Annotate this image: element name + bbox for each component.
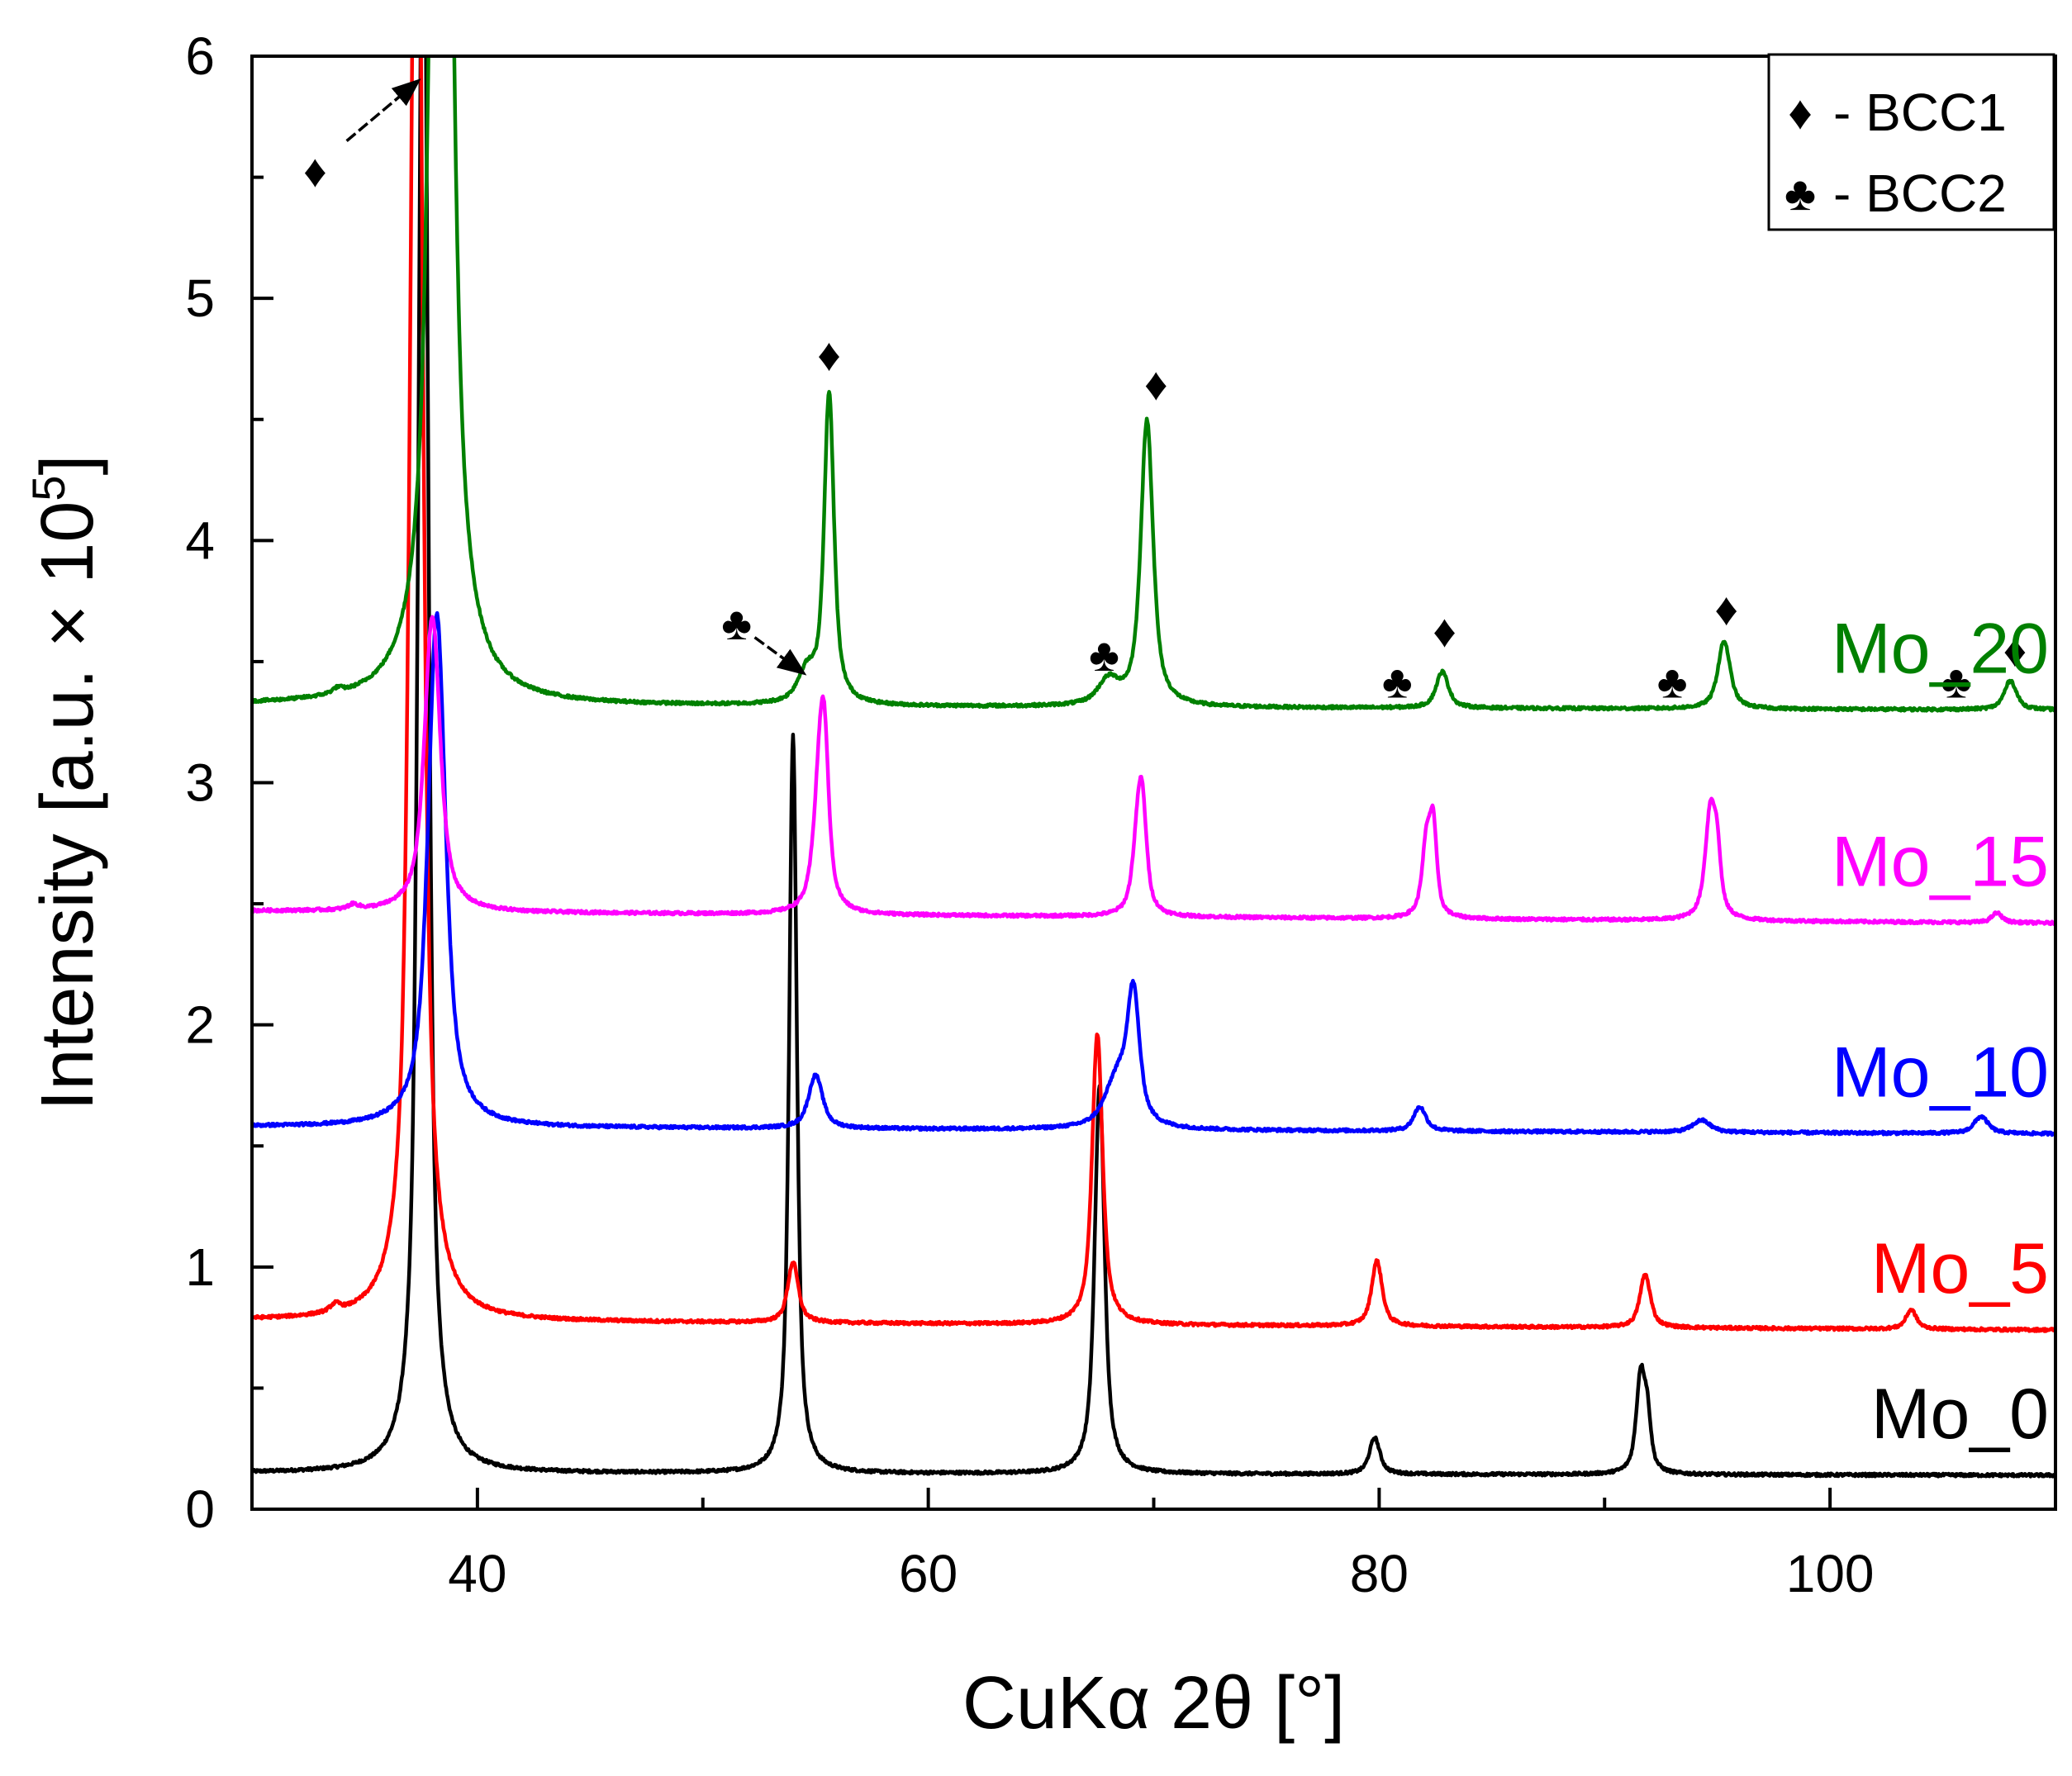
- y-axis-title-close: ]: [26, 454, 109, 475]
- series-label: Mo_15: [1832, 823, 2049, 902]
- legend: ♦ - BCC1 ♣ - BCC2: [1767, 53, 2055, 231]
- legend-symbol: ♦: [1788, 86, 1813, 140]
- y-axis: 0 1 2 3 4 5 6: [185, 26, 273, 1539]
- y-tick-label: 0: [185, 1479, 215, 1539]
- y-tick-label: 1: [185, 1237, 215, 1297]
- series-label: Mo_20: [1832, 610, 2049, 689]
- bcc1-marker: ♦: [1433, 605, 1457, 657]
- series-labels: Mo_0 Mo_5 Mo_10 Mo_15 Mo_20: [1832, 610, 2049, 1454]
- y-axis-title-superscript: 5: [22, 475, 74, 501]
- series-curves: [252, 56, 2055, 1479]
- legend-label: - BCC1: [1833, 83, 2007, 142]
- y-tick-label: 2: [185, 995, 215, 1055]
- bcc2-marker: ♣: [1382, 655, 1413, 707]
- annotation-arrow: [345, 78, 421, 142]
- x-axis: 40 60 80 100: [250, 1488, 2057, 1603]
- peak-annotations: ♦ ♣ ♦ ♣ ♦ ♣ ♦ ♣ ♦ ♣ ♦: [303, 78, 2027, 707]
- bcc1-marker: ♦: [1714, 582, 1738, 634]
- y-tick-label: 4: [185, 510, 215, 570]
- y-tick-label: 6: [185, 26, 215, 86]
- series-line-mo-0: [252, 56, 2055, 1479]
- series-label: Mo_10: [1832, 1033, 2049, 1113]
- x-axis-title: CuKα 2θ [°]: [962, 1662, 1345, 1745]
- y-tick-label: 5: [185, 268, 215, 328]
- series-label: Mo_0: [1871, 1375, 2049, 1454]
- series-line-mo-20: [252, 56, 2055, 713]
- legend-symbol: ♣: [1784, 167, 1816, 221]
- bcc2-marker: ♣: [721, 597, 752, 649]
- series-label: Mo_5: [1871, 1229, 2049, 1308]
- bcc1-marker: ♦: [2003, 624, 2027, 676]
- bcc1-marker: ♦: [303, 145, 327, 197]
- x-tick-label: 60: [899, 1544, 958, 1603]
- x-tick-label: 100: [1786, 1544, 1875, 1603]
- y-axis-title-text: Intensity [a.u. × 10: [26, 501, 109, 1111]
- series-line-mo-5: [252, 56, 2055, 1333]
- annotation-arrow: [753, 636, 807, 676]
- bcc2-marker: ♣: [1941, 655, 1972, 707]
- series-line-mo-15: [252, 615, 2055, 927]
- plot-frame: [250, 55, 2057, 1511]
- legend-box: [1767, 53, 2055, 231]
- legend-label: - BCC2: [1833, 164, 2007, 223]
- y-axis-title: Intensity [a.u. × 105]: [22, 454, 109, 1110]
- x-tick-label: 80: [1350, 1544, 1409, 1603]
- x-tick-label: 40: [448, 1544, 506, 1603]
- bcc2-marker: ♣: [1089, 629, 1119, 681]
- bcc1-marker: ♦: [1144, 358, 1168, 410]
- y-tick-label: 3: [185, 753, 215, 813]
- bcc1-marker: ♦: [817, 329, 841, 381]
- bcc2-marker: ♣: [1657, 655, 1688, 707]
- series-line-mo-10: [252, 610, 2055, 1137]
